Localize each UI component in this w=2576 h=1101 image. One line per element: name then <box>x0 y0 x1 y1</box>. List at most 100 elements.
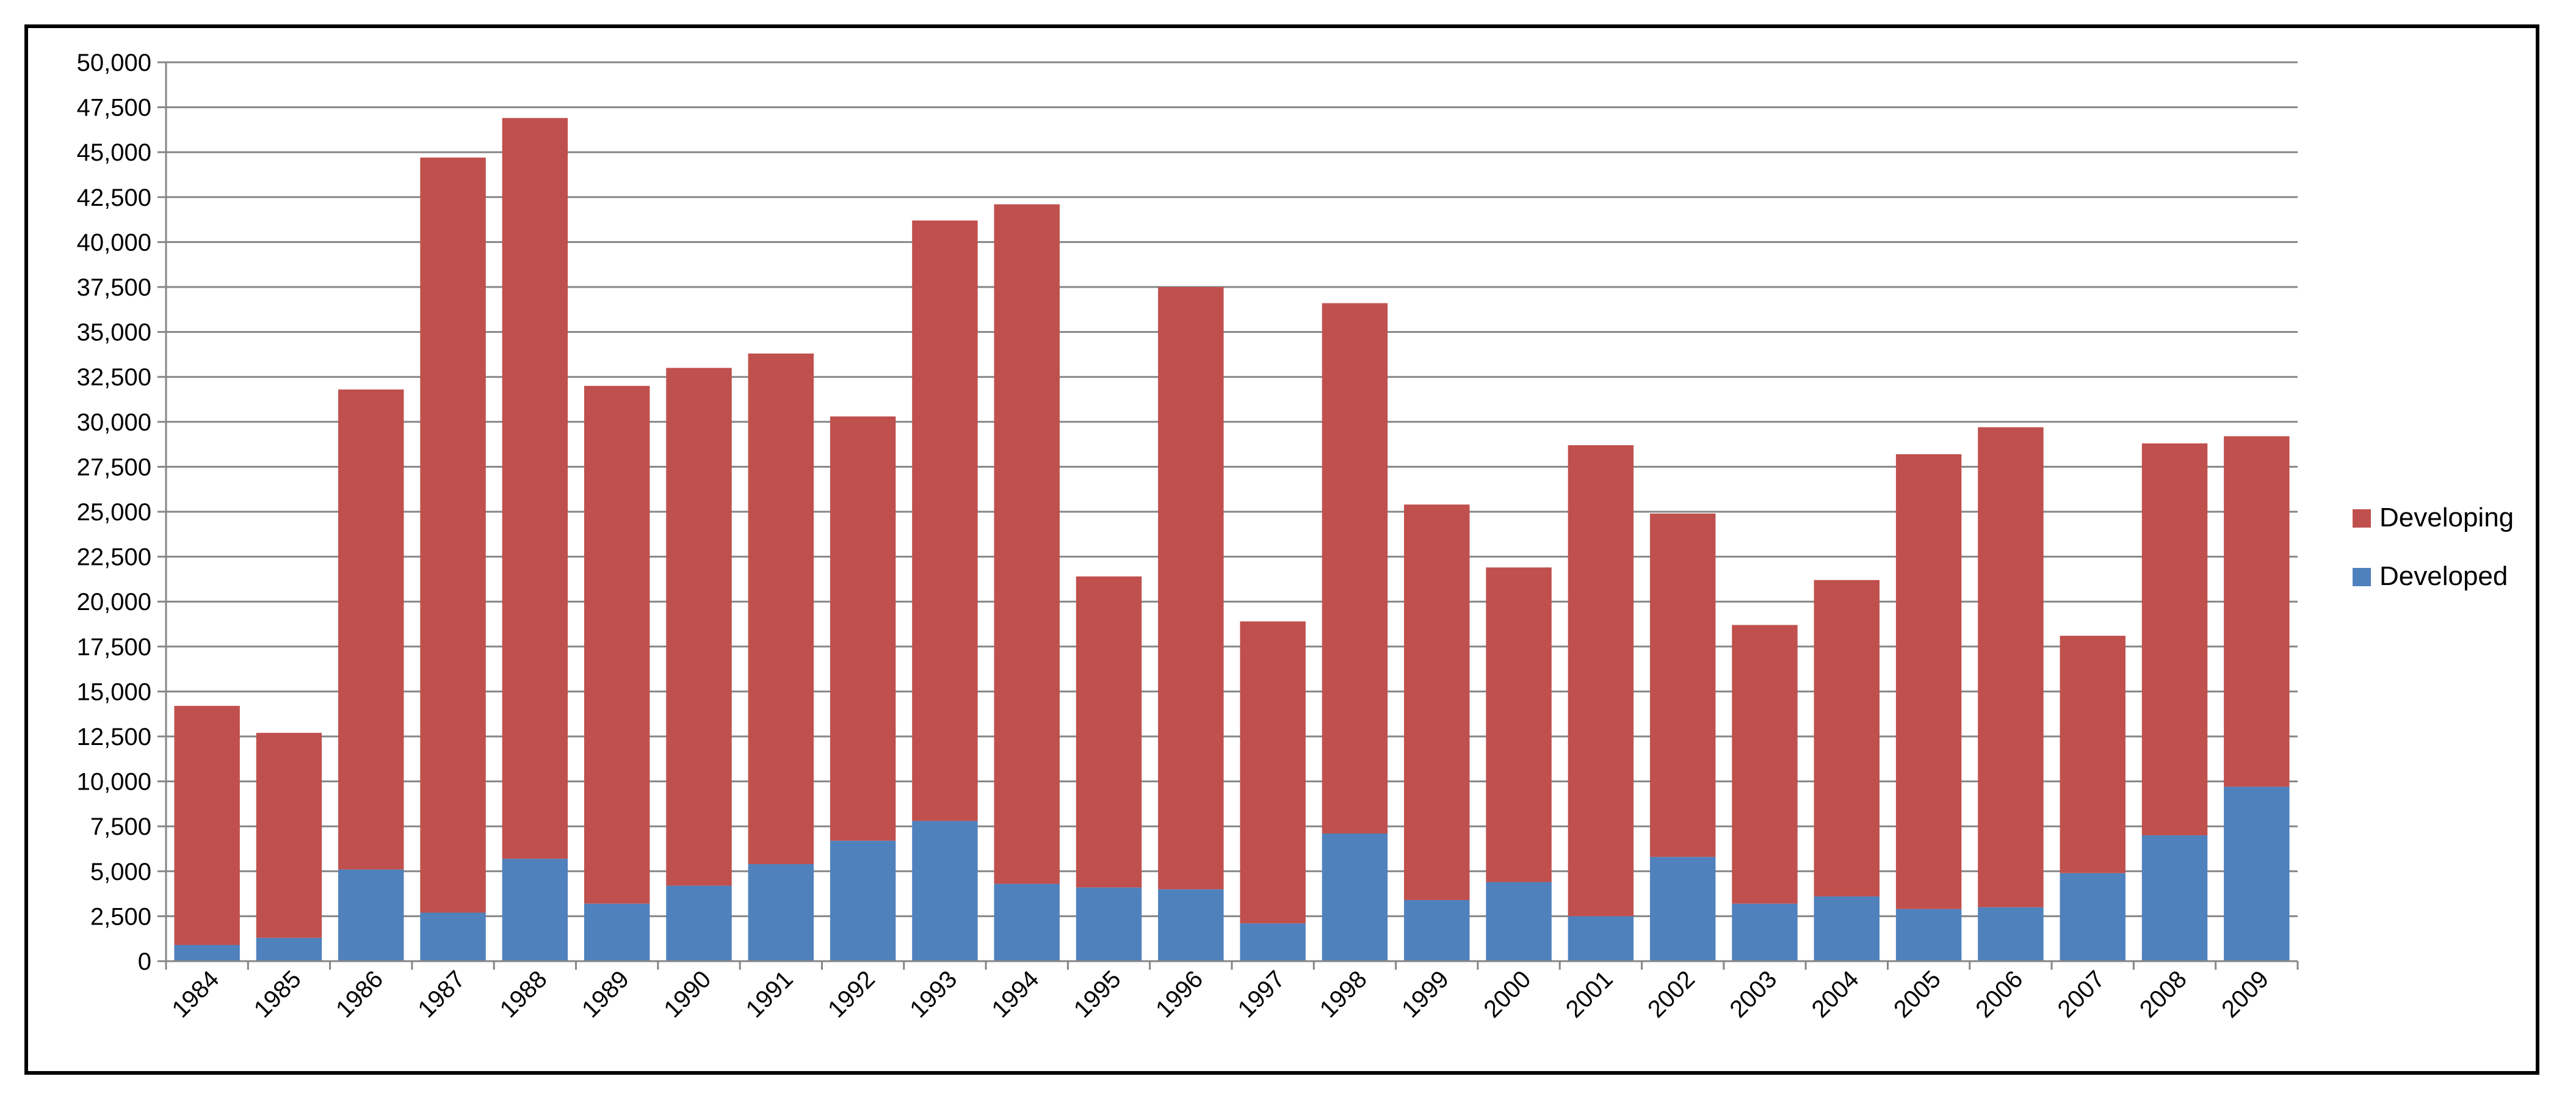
bar-developing-2007 <box>2060 636 2126 873</box>
x-tick-label: 2004 <box>1807 965 1864 1023</box>
bar-developed-2000 <box>1486 882 1552 961</box>
bar-developing-1994 <box>994 204 1060 884</box>
y-tick-label: 35,000 <box>77 319 151 346</box>
x-tick-label: 1992 <box>823 965 880 1023</box>
bar-developed-1984 <box>174 945 240 961</box>
x-tick-label: 1991 <box>741 965 798 1023</box>
bar-developed-1996 <box>1158 889 1224 961</box>
x-tick-label: 2008 <box>2135 965 2192 1023</box>
x-tick-label: 2005 <box>1889 965 1946 1023</box>
bar-developed-1993 <box>912 821 978 961</box>
x-tick-label: 1986 <box>331 965 388 1023</box>
y-tick-label: 10,000 <box>77 769 151 796</box>
bar-developed-1998 <box>1322 833 1388 961</box>
bar-developing-2008 <box>2141 443 2208 835</box>
bar-developing-1995 <box>1076 576 1142 888</box>
y-tick-label: 50,000 <box>77 49 151 76</box>
bar-developed-2004 <box>1814 896 1880 961</box>
y-tick-label: 27,500 <box>77 454 151 481</box>
y-tick-label: 12,500 <box>77 724 151 750</box>
bar-developed-2006 <box>1978 907 2044 961</box>
bar-developing-2001 <box>1568 445 1634 917</box>
legend-swatch-developing <box>2353 509 2371 528</box>
bar-developing-1985 <box>256 733 322 938</box>
bar-developing-1999 <box>1404 504 1470 900</box>
y-tick-label: 2,500 <box>90 903 151 930</box>
bar-developed-1995 <box>1076 887 1142 961</box>
x-tick-label: 2006 <box>1970 965 2028 1023</box>
bar-developing-2009 <box>2224 436 2290 787</box>
bar-developed-2003 <box>1732 903 1798 961</box>
legend-swatch-developed <box>2353 568 2371 586</box>
x-tick-label: 1987 <box>413 965 470 1023</box>
x-tick-label: 1999 <box>1397 965 1454 1023</box>
x-tick-label: 1998 <box>1315 965 1372 1023</box>
bar-developing-1992 <box>830 416 896 841</box>
bar-developed-2005 <box>1895 909 1962 961</box>
bar-developing-1990 <box>666 368 732 886</box>
x-tick-label: 2003 <box>1724 965 1782 1023</box>
bar-developed-1986 <box>338 869 404 961</box>
bar-developing-1998 <box>1322 303 1388 834</box>
x-tick-labels: 1984 1985 1986 1987 1988 1989 1990 1991 1992 1993… <box>167 965 2274 1023</box>
bar-developing-2004 <box>1814 580 1880 897</box>
bar-developing-1991 <box>748 353 814 865</box>
bar-developing-1987 <box>420 158 486 913</box>
x-tick-label: 1994 <box>987 965 1044 1023</box>
chart-frame: 0 2,500 5,000 7,500 10,000 12,500 15,000 17,500… <box>24 24 2539 1075</box>
y-tick-label: 40,000 <box>77 229 151 256</box>
bar-developing-2005 <box>1895 454 1962 909</box>
bar-developed-1994 <box>994 884 1060 961</box>
bar-developed-1997 <box>1240 923 1306 961</box>
bar-developing-2003 <box>1732 625 1798 904</box>
x-tick-label: 1997 <box>1232 965 1290 1023</box>
bar-developed-1990 <box>666 885 732 961</box>
y-tick-label: 47,500 <box>77 95 151 122</box>
x-tick-label: 1990 <box>659 965 716 1023</box>
x-tick-label: 1984 <box>167 965 224 1023</box>
bar-developed-1999 <box>1404 899 1470 961</box>
bar-developed-2008 <box>2141 835 2208 961</box>
y-tick-label: 25,000 <box>77 499 151 526</box>
y-tick-label: 5,000 <box>90 859 151 885</box>
bar-developed-2007 <box>2060 873 2126 961</box>
x-tick-label: 2002 <box>1643 965 1700 1023</box>
bar-developed-1991 <box>748 864 814 961</box>
bar-developing-1997 <box>1240 621 1306 924</box>
x-tick-label: 1993 <box>905 965 962 1023</box>
x-tick-label: 1995 <box>1069 965 1126 1023</box>
bar-developing-1986 <box>338 389 404 870</box>
bar-developing-1993 <box>912 220 978 821</box>
bar-developing-1989 <box>584 385 650 904</box>
y-tick-label: 0 <box>138 948 151 975</box>
y-tick-label: 17,500 <box>77 634 151 661</box>
y-tick-label: 30,000 <box>77 409 151 436</box>
x-tick-label: 2001 <box>1561 965 1618 1023</box>
y-tick-label: 32,500 <box>77 364 151 391</box>
y-tick-label: 15,000 <box>77 678 151 705</box>
x-tick-label: 1989 <box>577 965 634 1023</box>
bar-developed-2009 <box>2224 787 2290 961</box>
y-tick-label: 20,000 <box>77 589 151 616</box>
bar-developing-2006 <box>1978 427 2044 907</box>
y-tick-label: 7,500 <box>90 813 151 840</box>
y-tick-label: 37,500 <box>77 274 151 301</box>
x-tick-label: 2009 <box>2216 965 2274 1023</box>
bar-developed-2002 <box>1649 857 1716 961</box>
x-tick-label: 1996 <box>1151 965 1208 1023</box>
bar-developed-1988 <box>502 859 568 961</box>
legend-label-developed: Developed <box>2379 561 2508 591</box>
bar-developed-1985 <box>256 937 322 961</box>
y-tick-labels: 0 2,500 5,000 7,500 10,000 12,500 15,000 17,500… <box>77 49 151 975</box>
x-tick-label: 2007 <box>2053 965 2110 1023</box>
bar-developing-1988 <box>502 118 568 859</box>
y-tick-label: 45,000 <box>77 139 151 166</box>
y-tick-label: 42,500 <box>77 184 151 211</box>
x-tick-label: 1985 <box>249 965 306 1023</box>
axes <box>157 61 2299 970</box>
stacked-bar-chart: 0 2,500 5,000 7,500 10,000 12,500 15,000 17,500… <box>77 49 2514 1023</box>
legend: Developing Developed <box>2353 503 2514 591</box>
bar-developing-2000 <box>1486 567 1552 882</box>
y-tick-label: 22,500 <box>77 544 151 571</box>
bar-developed-1989 <box>584 903 650 961</box>
